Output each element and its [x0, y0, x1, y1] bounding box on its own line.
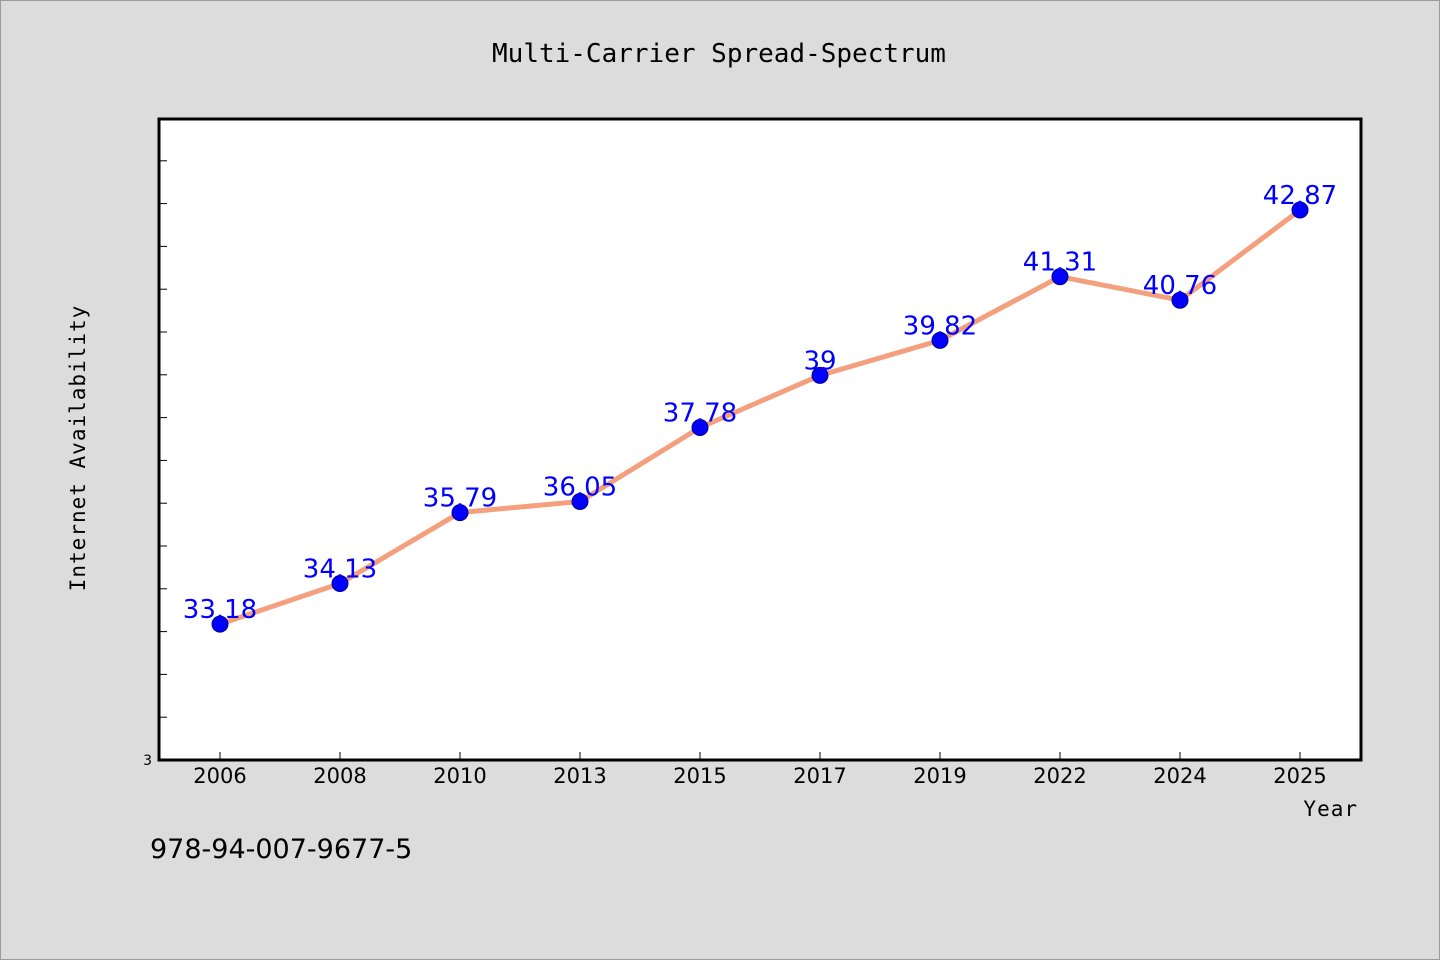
data-point	[1051, 268, 1069, 286]
series-line-group	[211, 201, 1309, 633]
x-axis-label: Year	[1303, 797, 1358, 821]
x-tick-label: 2006	[193, 764, 246, 788]
data-label: 36.05	[543, 472, 617, 502]
data-point	[571, 492, 589, 510]
data-label: 39	[803, 346, 836, 376]
data-label: 42.87	[1263, 181, 1337, 211]
data-label: 34.13	[303, 555, 377, 585]
data-point	[451, 504, 469, 522]
x-tick-label: 2022	[1033, 764, 1086, 788]
data-label: 37.78	[663, 399, 737, 429]
x-tick-label: 2010	[433, 764, 486, 788]
data-point	[331, 575, 349, 593]
data-point	[1291, 201, 1309, 219]
series-line	[219, 208, 1302, 627]
y-tick-label: 3	[143, 753, 152, 769]
data-point	[811, 366, 829, 384]
data-label: 40.76	[1143, 271, 1217, 301]
plot-area	[157, 117, 1363, 762]
x-tick-label: 2013	[553, 764, 606, 788]
data-label-group: 33.18 34.13 35.79 36.05 37.78 39 39.82 41.31 40.…	[183, 181, 1337, 625]
data-label: 33.18	[183, 595, 257, 625]
data-point	[211, 615, 229, 633]
chart-title: Multi-Carrier Spread-Spectrum	[492, 39, 946, 69]
x-tick-label: 2025	[1273, 764, 1326, 788]
data-label: 41.31	[1023, 248, 1097, 278]
data-point	[1171, 291, 1189, 309]
data-label: 39.82	[903, 311, 977, 341]
data-point	[691, 419, 709, 437]
y-axis-label: Internet Availability	[66, 305, 90, 592]
data-label: 35.79	[423, 484, 497, 514]
y-axis-ticks: 3	[143, 160, 167, 769]
x-tick-label: 2017	[793, 764, 846, 788]
x-tick-label: 2024	[1153, 764, 1206, 788]
x-tick-label: 2015	[673, 764, 726, 788]
footer-code: 978-94-007-9677-5	[150, 834, 413, 865]
x-tick-label: 2008	[313, 764, 366, 788]
x-tick-label: 2019	[913, 764, 966, 788]
x-axis-ticks: 2006 2008 2010 2013 2015 2017 2019 2022 2024 2025	[193, 752, 1327, 788]
data-point	[931, 331, 949, 349]
